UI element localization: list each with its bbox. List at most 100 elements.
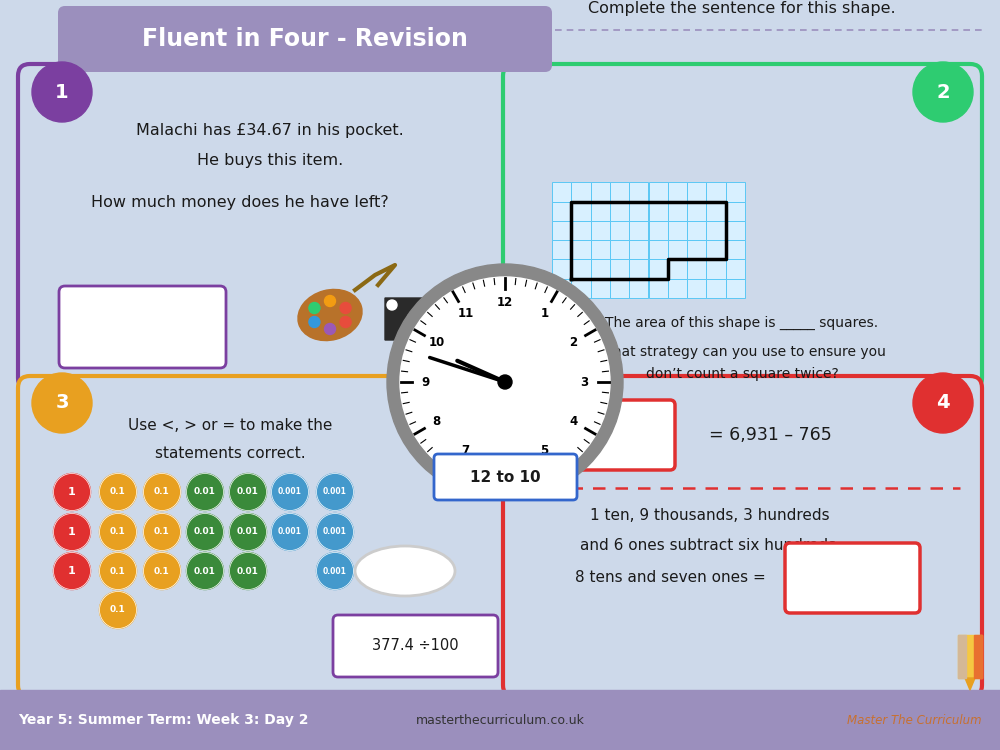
- Text: 0.1: 0.1: [154, 488, 170, 496]
- Text: statements correct.: statements correct.: [155, 446, 305, 460]
- Text: 0.001: 0.001: [323, 527, 347, 536]
- Bar: [610, 260, 629, 279]
- Circle shape: [316, 473, 354, 511]
- FancyBboxPatch shape: [503, 64, 982, 390]
- FancyBboxPatch shape: [18, 64, 527, 390]
- Text: 1: 1: [68, 487, 76, 497]
- Bar: [629, 202, 648, 220]
- Circle shape: [100, 553, 136, 590]
- Text: 0.001: 0.001: [278, 488, 302, 496]
- Bar: [552, 279, 571, 298]
- Text: The area of this shape is _____ squares.: The area of this shape is _____ squares.: [605, 316, 879, 330]
- FancyBboxPatch shape: [540, 400, 675, 470]
- Text: Year 5: Summer Term: Week 3: Day 2: Year 5: Summer Term: Week 3: Day 2: [18, 713, 308, 727]
- Text: 3: 3: [580, 376, 588, 388]
- Bar: [571, 182, 591, 202]
- Bar: [0, 690, 1000, 750]
- Text: 0.1: 0.1: [110, 488, 126, 496]
- Text: and 6 ones subtract six hundreds,: and 6 ones subtract six hundreds,: [580, 538, 840, 553]
- Bar: [706, 202, 726, 220]
- Circle shape: [186, 514, 223, 550]
- Text: 1: 1: [68, 566, 76, 576]
- Text: Use <, > or = to make the: Use <, > or = to make the: [128, 418, 332, 433]
- Text: What strategy can you use to ensure you: What strategy can you use to ensure you: [599, 345, 885, 359]
- Circle shape: [32, 62, 92, 122]
- Circle shape: [230, 473, 266, 511]
- Text: 2: 2: [936, 82, 950, 101]
- Bar: [591, 240, 610, 260]
- Circle shape: [32, 373, 92, 433]
- Circle shape: [309, 316, 320, 328]
- Text: 0.01: 0.01: [237, 566, 259, 575]
- Bar: [571, 202, 591, 220]
- Bar: [668, 220, 687, 240]
- Polygon shape: [974, 635, 982, 678]
- Text: 0.01: 0.01: [194, 527, 216, 536]
- Circle shape: [498, 375, 512, 389]
- Circle shape: [387, 264, 623, 500]
- Circle shape: [186, 553, 223, 590]
- Text: 377.4 ÷100: 377.4 ÷100: [372, 638, 458, 653]
- Bar: [571, 279, 591, 298]
- Bar: [552, 260, 571, 279]
- Bar: [610, 240, 629, 260]
- Text: 1: 1: [68, 527, 76, 537]
- Circle shape: [54, 514, 90, 550]
- FancyBboxPatch shape: [785, 543, 920, 613]
- Bar: [552, 240, 571, 260]
- Text: 0.1: 0.1: [110, 527, 126, 536]
- Text: 4: 4: [569, 415, 578, 428]
- Bar: [610, 182, 629, 202]
- Bar: [610, 279, 629, 298]
- Text: 8 tens and seven ones =: 8 tens and seven ones =: [575, 571, 765, 586]
- Bar: [687, 202, 706, 220]
- Circle shape: [100, 514, 136, 550]
- Polygon shape: [958, 635, 966, 678]
- Bar: [726, 220, 745, 240]
- Text: 9: 9: [422, 376, 430, 388]
- Bar: [571, 260, 591, 279]
- Circle shape: [309, 302, 320, 313]
- Circle shape: [144, 514, 180, 550]
- Bar: [591, 220, 610, 240]
- Text: 0.1: 0.1: [110, 566, 126, 575]
- Text: 2: 2: [569, 336, 577, 349]
- FancyBboxPatch shape: [58, 6, 552, 72]
- Bar: [668, 279, 687, 298]
- Bar: [687, 240, 706, 260]
- FancyBboxPatch shape: [434, 454, 577, 500]
- Text: 7: 7: [461, 444, 470, 457]
- Bar: [687, 260, 706, 279]
- Text: don’t count a square twice?: don’t count a square twice?: [646, 367, 838, 381]
- Bar: [591, 279, 610, 298]
- Text: 0.001: 0.001: [323, 488, 347, 496]
- Text: 10: 10: [428, 336, 445, 349]
- Bar: [591, 260, 610, 279]
- Circle shape: [54, 553, 90, 590]
- Bar: [552, 220, 571, 240]
- Text: 12 to 10: 12 to 10: [470, 470, 540, 484]
- Circle shape: [913, 62, 973, 122]
- Text: 11: 11: [457, 307, 474, 320]
- Circle shape: [316, 553, 354, 590]
- Bar: [687, 220, 706, 240]
- Bar: [552, 182, 571, 202]
- Text: 0.01: 0.01: [194, 488, 216, 496]
- Bar: [591, 182, 610, 202]
- Bar: [726, 240, 745, 260]
- FancyBboxPatch shape: [503, 376, 982, 697]
- Text: 3: 3: [55, 394, 69, 412]
- Text: 5: 5: [540, 444, 549, 457]
- Text: Fluent in Four - Revision: Fluent in Four - Revision: [142, 27, 468, 51]
- Bar: [687, 182, 706, 202]
- Text: 0.1: 0.1: [110, 605, 126, 614]
- Text: 6: 6: [501, 454, 509, 467]
- Text: £3.19: £3.19: [404, 313, 442, 326]
- Bar: [571, 220, 591, 240]
- Bar: [591, 202, 610, 220]
- Bar: [552, 202, 571, 220]
- Text: 4: 4: [936, 394, 950, 412]
- Bar: [648, 182, 668, 202]
- Text: 1: 1: [55, 82, 69, 101]
- Circle shape: [324, 296, 336, 307]
